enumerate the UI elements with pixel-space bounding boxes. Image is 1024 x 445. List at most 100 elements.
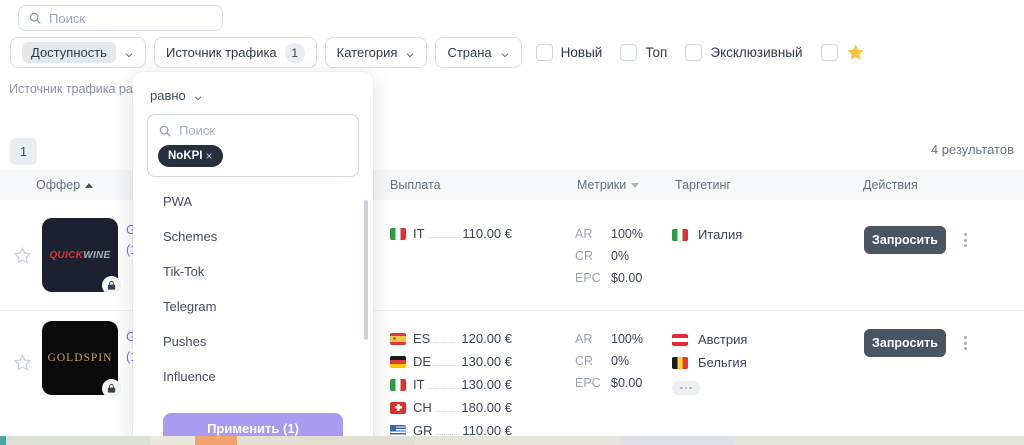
top-checkbox-label: Топ [645,45,668,60]
payout-line: ES 120.00 € [390,327,512,350]
offer-name-link[interactable]: G [126,222,135,237]
operator-select[interactable]: равно [150,88,203,103]
dropdown-option-telegram[interactable]: Telegram [163,299,217,314]
exclusive-filter: Эксклюзивный [685,44,803,61]
selected-tag-nokpi[interactable]: NoKPI × [158,145,223,167]
strip-segment [195,436,237,445]
strip-segment [150,436,195,445]
targeting-list: Италия [672,223,742,246]
actions-column-header: Действия [863,178,918,192]
offer-logo-text: QUICKWINE [49,249,111,261]
country-filter-label: Страна [447,45,492,60]
remove-tag-icon[interactable]: × [205,149,213,163]
offer-name-link[interactable]: G [126,329,135,344]
tag-label: NoKPI [168,150,203,162]
dotted-leader [427,237,460,238]
chevron-down-icon [405,48,415,58]
dropdown-option-pushes[interactable]: Pushes [163,334,207,349]
scrollbar-thumb[interactable] [364,200,368,340]
payout-country-code: IT [413,377,425,392]
filter-bar: Доступность Источник трафика 1 Категория… [10,37,865,68]
metrics-column-label: Метрики [577,178,627,192]
kebab-menu-icon[interactable] [961,230,970,250]
payout-country-code: CH [413,400,432,415]
chevron-down-icon [193,91,203,101]
availability-filter-button[interactable]: Доступность [10,37,146,68]
offer-column-header[interactable]: Оффер [36,178,94,192]
dropdown-option-influence[interactable]: Influence [163,369,216,384]
dropdown-option-schemes[interactable]: Schemes [163,229,218,244]
offer-logo-goldspin[interactable]: GOLDSPIN [42,321,121,398]
dropdown-search-box[interactable]: NoKPI × [147,114,359,177]
payout-amount: 130.00 € [461,377,512,392]
top-checkbox[interactable] [620,44,638,61]
offer-column-label: Оффер [36,178,81,192]
kebab-menu-icon[interactable] [961,333,970,353]
targeting-country: Бельгия [698,355,747,370]
metric-label: CR [575,249,594,263]
page-1-button[interactable]: 1 [10,138,37,165]
favorite-star-icon[interactable] [13,353,32,372]
payout-list: IT 110.00 € [390,222,512,245]
global-search-input[interactable] [49,10,213,26]
metrics-column-header[interactable]: Метрики [577,178,640,192]
bottom-strip [0,436,1024,445]
offer-logo-quickwine[interactable]: QUICKWINE [42,218,121,295]
search-icon [29,12,41,24]
lock-icon [102,379,121,398]
country-filter-button[interactable]: Страна [435,37,522,68]
traffic-source-filter-button[interactable]: Источник трафика 1 [153,37,317,68]
payout-line: CH 180.00 € [390,396,512,419]
metric-value: $0.00 [611,376,643,390]
payout-country-code: ES [413,331,431,346]
dotted-leader [433,342,459,343]
payout-list: ES 120.00 € DE 130.00 € IT 130.00 € CH 1… [390,327,512,442]
lock-icon [102,276,121,295]
star-filled-icon [847,44,863,60]
offer-name-link[interactable]: (1 [126,349,135,364]
dropdown-option-tiktok[interactable]: Tik-Tok [163,264,205,279]
strip-segment [6,436,150,445]
targeting-column-header: Таргетинг [675,178,731,192]
offer-logo-text: GOLDSPIN [47,352,113,364]
payout-amount: 110.00 € [462,423,512,438]
flag-it-icon [390,227,406,240]
favorite-star-icon[interactable] [13,246,32,265]
global-search[interactable] [18,5,223,31]
traffic-source-dropdown: равно NoKPI × PWA Schemes Tik-Tok Telegr… [133,72,373,445]
dropdown-search-input[interactable] [179,123,348,138]
sort-asc-icon [85,182,94,188]
flag-it-icon [390,378,406,391]
payout-amount: 180.00 € [461,400,512,415]
availability-filter-label: Доступность [22,42,116,63]
request-button[interactable]: Запросить [864,329,946,357]
top-filter: Топ [620,44,667,61]
flag-at-icon [672,333,688,346]
new-checkbox[interactable] [535,44,553,61]
flag-be-icon [672,356,688,369]
metric-label: AR [575,227,593,241]
targeting-list: Австрия Бельгия [672,328,747,395]
favorites-filter [820,43,865,62]
dropdown-option-pwa[interactable]: PWA [163,194,193,209]
flag-es-icon [390,332,406,345]
favorites-checkbox[interactable] [820,44,838,61]
dotted-leader [434,365,459,366]
exclusive-checkbox[interactable] [685,44,703,61]
chevron-down-icon [124,48,134,58]
offer-name-link[interactable]: (1 [126,242,135,257]
payout-country-code: IT [413,226,425,241]
more-countries-ellipsis[interactable] [672,381,700,395]
category-filter-button[interactable]: Категория [324,37,428,68]
category-filter-label: Категория [336,45,398,60]
payout-amount: 110.00 € [462,226,512,241]
request-button[interactable]: Запросить [864,226,946,254]
metric-value: 0% [611,354,630,368]
chevron-down-icon [500,48,510,58]
payout-amount: 130.00 € [461,354,512,369]
metric-value: 0% [611,249,630,263]
caret-down-icon [631,182,640,188]
applied-filter-summary: Источник трафика ра [9,82,133,96]
payout-line: DE 130.00 € [390,350,512,373]
results-count: 4 результатов [930,142,1014,157]
